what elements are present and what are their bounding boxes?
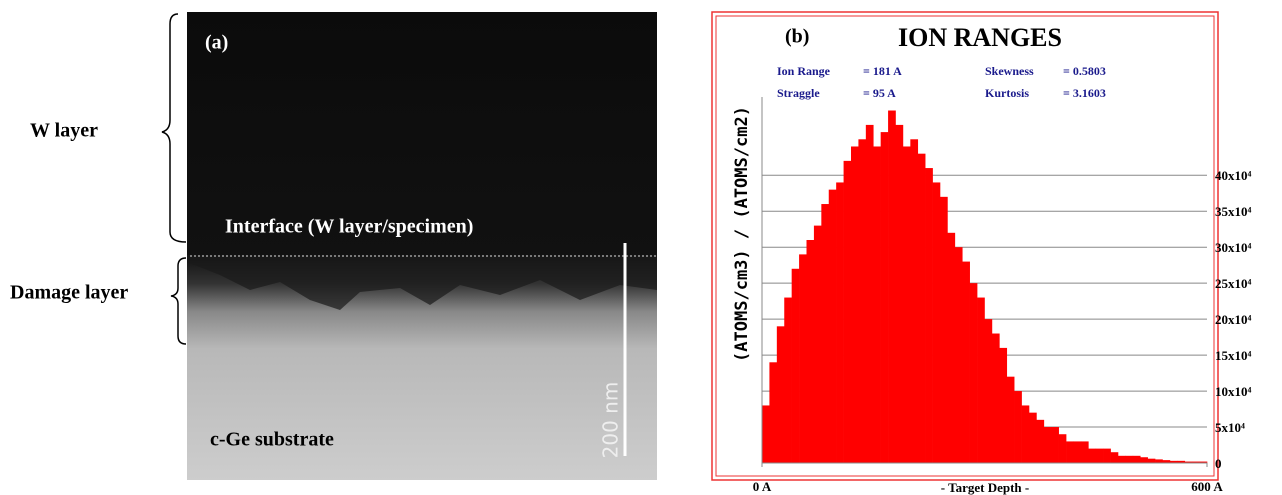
stat-value: = 3.1603 <box>1063 86 1106 100</box>
damage-layer-label: Damage layer <box>10 282 128 304</box>
bar <box>932 182 941 464</box>
stat-name: Skewness <box>985 64 1034 78</box>
bar <box>902 146 911 463</box>
x-axis-label: - Target Depth - <box>941 480 1029 495</box>
bar <box>1162 460 1171 463</box>
bar <box>784 297 792 463</box>
bar <box>1169 460 1178 463</box>
bar <box>791 268 800 463</box>
bar <box>910 139 919 463</box>
bar <box>888 110 896 464</box>
bar <box>880 132 889 463</box>
bar <box>1095 448 1104 463</box>
bar <box>1036 419 1045 463</box>
bar <box>821 204 830 463</box>
bar <box>858 139 867 463</box>
stat-value: = 0.5803 <box>1063 64 1106 78</box>
y-tick-label: 0 <box>1215 456 1222 471</box>
bar <box>1103 448 1111 463</box>
bar <box>1147 458 1156 463</box>
y-tick-label: 20x10⁴ <box>1215 312 1252 327</box>
bar <box>999 347 1008 463</box>
w-brace <box>161 13 187 243</box>
bar <box>776 326 785 463</box>
bar <box>1118 455 1126 463</box>
bar <box>851 146 859 463</box>
bar <box>1184 461 1193 463</box>
bar <box>1132 455 1141 463</box>
bar <box>865 124 874 463</box>
bar <box>984 319 993 463</box>
stat-name: Ion Range <box>777 64 831 78</box>
bar <box>1088 448 1097 463</box>
stat-name: Straggle <box>777 86 820 100</box>
bar <box>828 189 837 464</box>
bar <box>813 225 822 463</box>
inner-frame <box>715 15 1215 477</box>
bar <box>769 362 778 463</box>
stat-value: = 95 A <box>863 86 896 100</box>
bar <box>1199 461 1208 463</box>
bar <box>1073 441 1082 463</box>
damage-brace <box>170 257 187 345</box>
bar <box>1043 427 1052 463</box>
stat-name: Kurtosis <box>985 86 1029 100</box>
bar <box>806 240 815 463</box>
bar <box>977 297 985 463</box>
bar <box>1177 460 1186 463</box>
bar <box>799 254 807 463</box>
y-tick-label: 10x10⁴ <box>1215 384 1252 399</box>
bar <box>1155 459 1163 463</box>
bar <box>1125 455 1134 463</box>
scale-label: 200 nm <box>599 382 623 459</box>
y-tick-label: 5x10⁴ <box>1215 420 1245 435</box>
x-tick-label: 600 A <box>1191 479 1223 494</box>
bar <box>895 124 904 463</box>
bar <box>1192 461 1200 463</box>
damage-texture <box>187 255 657 310</box>
bar <box>917 153 926 463</box>
panel-a: 200 nm (a) Interface (W layer/specimen) … <box>10 12 657 480</box>
stat-value: = 181 A <box>863 64 902 78</box>
bar <box>1051 427 1059 463</box>
bar <box>954 247 963 463</box>
bar <box>873 146 881 463</box>
y-tick-label: 15x10⁴ <box>1215 348 1252 363</box>
tem-image <box>187 12 657 480</box>
bar <box>843 160 852 463</box>
bar <box>1080 441 1089 463</box>
w-layer-label: W layer <box>30 120 98 142</box>
bar <box>1021 405 1030 463</box>
bar <box>940 196 948 463</box>
bar <box>1029 412 1037 463</box>
bar <box>925 168 933 463</box>
bar <box>1006 376 1015 463</box>
bar <box>991 333 1000 463</box>
bar <box>836 182 844 464</box>
bar <box>969 283 978 463</box>
y-tick-label: 35x10⁴ <box>1215 204 1252 219</box>
y-axis-label: (ATOMS/cm3) / (ATOMS/cm2) <box>732 106 752 362</box>
bar <box>1014 391 1022 463</box>
chart-title: ION RANGES <box>898 23 1062 52</box>
bar <box>1110 452 1119 463</box>
interface-label: Interface (W layer/specimen) <box>225 216 473 238</box>
bar <box>762 405 770 463</box>
bar <box>947 232 956 463</box>
panel-label: (b) <box>785 26 809 48</box>
bar <box>1066 441 1074 463</box>
y-tick-label: 25x10⁴ <box>1215 276 1252 291</box>
bar <box>1140 457 1148 463</box>
substrate-label: c-Ge substrate <box>210 429 334 451</box>
bar <box>962 261 970 463</box>
panel-b: (b) ION RANGES (ATOMS/cm3) / (ATOMS/cm2)… <box>711 11 1252 495</box>
bar <box>1058 434 1067 463</box>
x-tick-label: 0 A <box>753 479 772 494</box>
y-tick-label: 30x10⁴ <box>1215 240 1252 255</box>
panel-label: (a) <box>205 32 228 54</box>
y-tick-label: 40x10⁴ <box>1215 168 1252 183</box>
